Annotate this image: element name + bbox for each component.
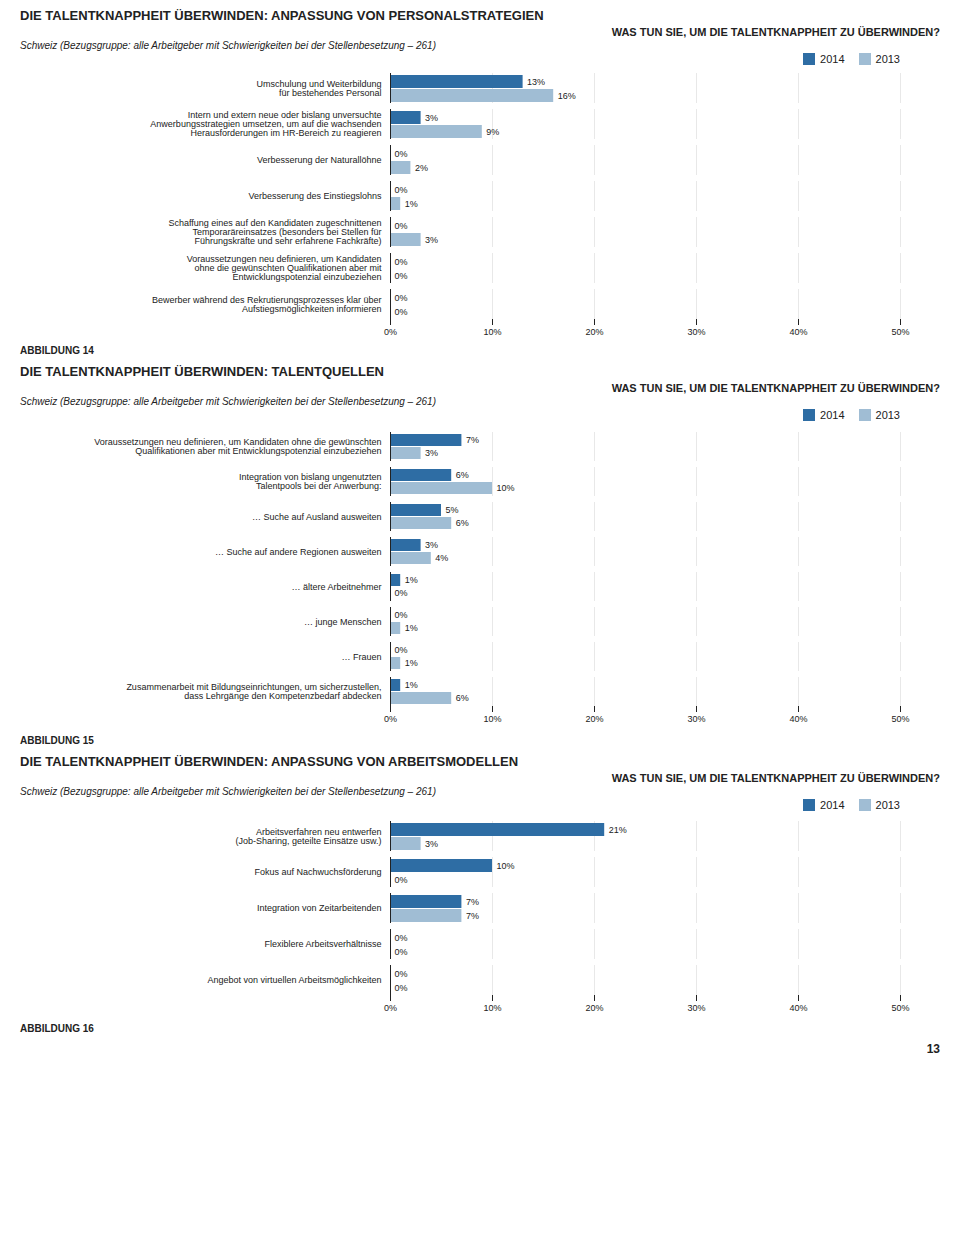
svg-text:1%: 1% <box>405 199 418 209</box>
svg-text:3%: 3% <box>425 540 438 550</box>
svg-text:9%: 9% <box>486 127 499 137</box>
svg-text:Integration von bislang ungenu: Integration von bislang ungenutztenTalen… <box>239 472 382 491</box>
html-text:13: 13 <box>926 1042 940 1056</box>
svg-text:20%: 20% <box>585 714 603 724</box>
svg-text:13%: 13% <box>527 77 545 87</box>
html-text:WAS TUN SIE, UM DIE TALENTKNAP: WAS TUN SIE, UM DIE TALENTKNAPPHEIT ZU Ü… <box>611 772 940 784</box>
html-text:2014: 2014 <box>820 53 845 65</box>
svg-text:40%: 40% <box>789 327 807 337</box>
svg-text:1%: 1% <box>405 658 418 668</box>
svg-text:Intern und extern neue oder bi: Intern und extern neue oder bislang unve… <box>150 110 381 138</box>
svg-text:50%: 50% <box>891 714 909 724</box>
svg-text:Verbesserung des Einstiegslohn: Verbesserung des Einstiegslohns <box>248 191 382 201</box>
svg-text:10%: 10% <box>483 1003 501 1013</box>
svg-text:Verbesserung der Naturallöhne: Verbesserung der Naturallöhne <box>257 155 382 165</box>
svg-text:30%: 30% <box>687 714 705 724</box>
svg-text:0%: 0% <box>395 149 408 159</box>
svg-text:Voraussetzungen neu definieren: Voraussetzungen neu definieren, um Kandi… <box>187 254 382 282</box>
html-text:2013: 2013 <box>875 409 900 421</box>
svg-text:50%: 50% <box>891 1003 909 1013</box>
svg-text:0%: 0% <box>395 588 408 598</box>
svg-text:0%: 0% <box>395 271 408 281</box>
svg-text:0%: 0% <box>395 933 408 943</box>
svg-text:Arbeitsverfahren neu entwerfen: Arbeitsverfahren neu entwerfen(Job-Shari… <box>235 827 381 846</box>
svg-text:50%: 50% <box>891 327 909 337</box>
svg-text:0%: 0% <box>395 257 408 267</box>
html-text:ABBILDUNG 16: ABBILDUNG 16 <box>20 1023 94 1034</box>
svg-text:21%: 21% <box>609 825 627 835</box>
svg-text:0%: 0% <box>395 221 408 231</box>
html-text:DIE TALENTKNAPPHEIT ÜBERWINDEN: DIE TALENTKNAPPHEIT ÜBERWINDEN: ANPASSUN… <box>20 8 544 23</box>
svg-text:6%: 6% <box>456 693 469 703</box>
svg-text:7%: 7% <box>466 911 479 921</box>
svg-text:Angebot von virtuellen Arbeits: Angebot von virtuellen Arbeitsmöglichkei… <box>207 975 381 985</box>
svg-text:20%: 20% <box>585 1003 603 1013</box>
svg-text:7%: 7% <box>466 897 479 907</box>
svg-text:0%: 0% <box>395 185 408 195</box>
html-text:Schweiz (Bezugsgruppe: alle Ar: Schweiz (Bezugsgruppe: alle Arbeitgeber … <box>20 396 436 407</box>
svg-text:30%: 30% <box>687 1003 705 1013</box>
html-text:WAS TUN SIE, UM DIE TALENTKNAP: WAS TUN SIE, UM DIE TALENTKNAPPHEIT ZU Ü… <box>611 26 940 38</box>
svg-text:10%: 10% <box>497 861 515 871</box>
svg-text:30%: 30% <box>687 327 705 337</box>
svg-text:Bewerber während des Rekrutier: Bewerber während des Rekrutierungsprozes… <box>152 295 382 314</box>
svg-text:Fokus auf Nachwuchsförderung: Fokus auf Nachwuchsförderung <box>254 867 381 877</box>
html-text:ABBILDUNG 15: ABBILDUNG 15 <box>20 735 94 746</box>
svg-text:4%: 4% <box>435 553 448 563</box>
svg-text:6%: 6% <box>456 470 469 480</box>
html-text:2014: 2014 <box>820 799 845 811</box>
svg-text:10%: 10% <box>483 714 501 724</box>
svg-text:Zusammenarbeit mit Bildungsein: Zusammenarbeit mit Bildungseinrichtungen… <box>126 682 381 701</box>
svg-text:0%: 0% <box>395 293 408 303</box>
html-text:DIE TALENTKNAPPHEIT ÜBERWINDEN: DIE TALENTKNAPPHEIT ÜBERWINDEN: ANPASSUN… <box>20 754 519 769</box>
svg-text:0%: 0% <box>395 969 408 979</box>
html-text:DIE TALENTKNAPPHEIT ÜBERWINDEN: DIE TALENTKNAPPHEIT ÜBERWINDEN: TALENTQU… <box>20 364 384 379</box>
svg-text:… Suche auf Ausland ausweiten: … Suche auf Ausland ausweiten <box>252 512 382 522</box>
html-text:2014: 2014 <box>820 409 845 421</box>
svg-text:3%: 3% <box>425 235 438 245</box>
svg-text:0%: 0% <box>384 327 397 337</box>
svg-text:16%: 16% <box>558 91 576 101</box>
svg-text:40%: 40% <box>789 1003 807 1013</box>
svg-text:3%: 3% <box>425 448 438 458</box>
svg-text:0%: 0% <box>395 307 408 317</box>
svg-text:1%: 1% <box>405 575 418 585</box>
svg-text:1%: 1% <box>405 680 418 690</box>
svg-text:10%: 10% <box>497 483 515 493</box>
svg-text:Flexiblere Arbeitsverhältnisse: Flexiblere Arbeitsverhältnisse <box>264 939 381 949</box>
svg-text:Voraussetzungen neu definieren: Voraussetzungen neu definieren, um Kandi… <box>94 437 381 456</box>
html-text:Schweiz (Bezugsgruppe: alle Ar: Schweiz (Bezugsgruppe: alle Arbeitgeber … <box>20 786 436 797</box>
svg-text:40%: 40% <box>789 714 807 724</box>
svg-text:1%: 1% <box>405 623 418 633</box>
svg-text:2%: 2% <box>415 163 428 173</box>
svg-text:0%: 0% <box>395 610 408 620</box>
html-text:Schweiz (Bezugsgruppe: alle Ar: Schweiz (Bezugsgruppe: alle Arbeitgeber … <box>20 40 436 51</box>
html-text:2013: 2013 <box>875 53 900 65</box>
svg-text:0%: 0% <box>395 983 408 993</box>
svg-text:7%: 7% <box>466 435 479 445</box>
svg-text:0%: 0% <box>395 875 408 885</box>
svg-text:… ältere Arbeitnehmer: … ältere Arbeitnehmer <box>291 582 381 592</box>
svg-text:0%: 0% <box>384 1003 397 1013</box>
svg-text:20%: 20% <box>585 327 603 337</box>
svg-text:0%: 0% <box>395 947 408 957</box>
svg-text:5%: 5% <box>446 505 459 515</box>
svg-text:3%: 3% <box>425 839 438 849</box>
svg-text:… junge Menschen: … junge Menschen <box>304 617 382 627</box>
svg-text:10%: 10% <box>483 327 501 337</box>
html-text:ABBILDUNG 14: ABBILDUNG 14 <box>20 345 94 356</box>
svg-text:3%: 3% <box>425 113 438 123</box>
html-text:WAS TUN SIE, UM DIE TALENTKNAP: WAS TUN SIE, UM DIE TALENTKNAPPHEIT ZU Ü… <box>611 382 940 394</box>
svg-text:Umschulung und Weiterbildungfü: Umschulung und Weiterbildungfür bestehen… <box>257 79 382 98</box>
svg-text:0%: 0% <box>395 645 408 655</box>
svg-text:… Frauen: … Frauen <box>341 652 381 662</box>
svg-text:0%: 0% <box>384 714 397 724</box>
svg-text:Schaffung eines auf den Kandid: Schaffung eines auf den Kandidaten zuges… <box>168 218 381 246</box>
svg-text:6%: 6% <box>456 518 469 528</box>
svg-text:… Suche auf andere Regionen au: … Suche auf andere Regionen ausweiten <box>215 547 382 557</box>
svg-text:Integration von Zeitarbeitende: Integration von Zeitarbeitenden <box>257 903 382 913</box>
html-text:2013: 2013 <box>875 799 900 811</box>
